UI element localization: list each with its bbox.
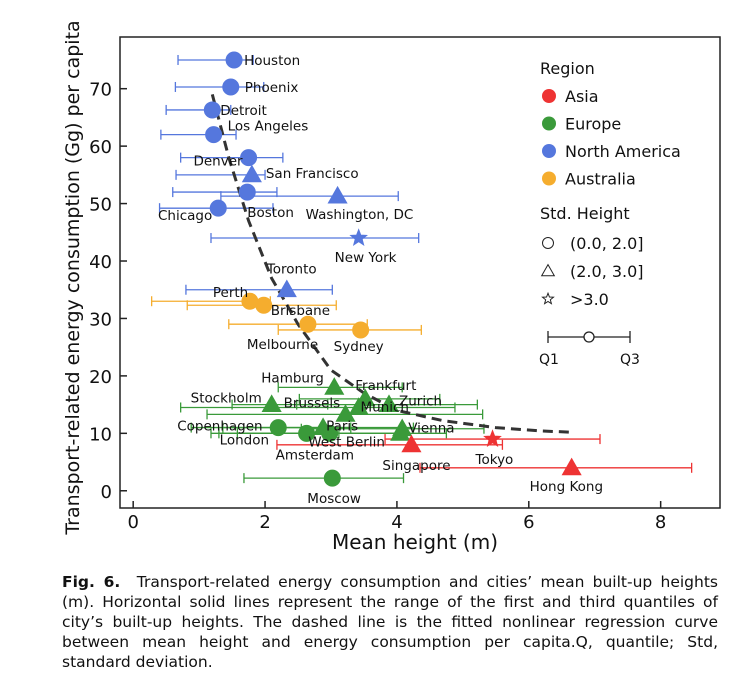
- x-tick-label: 0: [127, 512, 138, 533]
- y-tick-label: 70: [89, 80, 112, 101]
- x-tick-label: 2: [259, 512, 270, 533]
- city-label: Boston: [247, 205, 294, 221]
- legend-std-label: (2.0, 3.0]: [570, 262, 644, 281]
- city-label: Toronto: [266, 262, 317, 278]
- city-label: Brisbane: [271, 303, 330, 319]
- city-label: Singapore: [382, 458, 450, 474]
- data-point: [238, 183, 256, 201]
- city-label: San Francisco: [266, 166, 359, 182]
- legend-region-label: Europe: [565, 115, 621, 134]
- city-label: Zurich: [399, 394, 442, 410]
- legend-std-label: >3.0: [570, 290, 609, 309]
- city-label: Vienna: [408, 421, 454, 437]
- legend-region-title: Region: [540, 59, 595, 78]
- data-point: [323, 469, 341, 487]
- legend-std-label: (0.0, 2.0]: [570, 234, 644, 253]
- data-point: [327, 185, 348, 204]
- data-point: [298, 424, 316, 442]
- data-point: [225, 51, 243, 69]
- city-label: Phoenix: [245, 80, 299, 96]
- data-point: [348, 397, 369, 415]
- city-label: Amsterdam: [276, 447, 354, 463]
- x-tick-label: 6: [523, 512, 534, 533]
- city-label: Sydney: [334, 339, 384, 355]
- y-tick-label: 20: [89, 367, 112, 388]
- y-tick-label: 50: [89, 195, 112, 216]
- fit-curve: [210, 94, 572, 434]
- city-label: Melbourne: [247, 337, 318, 353]
- city-label: Munich: [360, 399, 409, 415]
- data-point: [276, 279, 297, 298]
- city-label: Chicago: [158, 208, 212, 224]
- city-label: Paris: [326, 419, 358, 435]
- y-tick-label: 10: [89, 424, 112, 445]
- data-point: [401, 434, 422, 453]
- data-point: [352, 321, 370, 339]
- legend-region-label: Australia: [565, 170, 636, 189]
- legend-swatch: [542, 144, 556, 158]
- city-label: Houston: [244, 53, 300, 69]
- city-label: Brussels: [284, 395, 341, 411]
- data-point: [240, 149, 258, 167]
- data-point: [209, 199, 227, 217]
- x-tick-label: 4: [391, 512, 402, 533]
- legend-region-label: North America: [565, 142, 681, 161]
- legend-q3-label: Q3: [620, 352, 640, 368]
- legend-std-title: Std. Height: [540, 204, 630, 223]
- city-label: Perth: [213, 285, 248, 301]
- city-label: Hong Kong: [530, 479, 603, 495]
- city-label: Tokyo: [475, 452, 514, 468]
- data-point: [205, 126, 223, 144]
- city-label: Moscow: [307, 491, 361, 507]
- city-label: London: [220, 432, 269, 448]
- legend-q1-label: Q1: [539, 352, 559, 368]
- city-label: West Berlin: [308, 434, 385, 450]
- legend-swatch: [542, 89, 556, 103]
- data-point: [321, 424, 339, 442]
- data-point: [561, 457, 582, 476]
- data-point: [241, 164, 262, 183]
- y-tick-label: 30: [89, 309, 112, 330]
- city-label: Stockholm: [191, 391, 262, 407]
- data-point: [483, 429, 502, 447]
- x-axis-label: Mean height (m): [332, 530, 498, 554]
- city-label: Copenhagen: [177, 419, 262, 435]
- data-point: [222, 78, 240, 96]
- x-tick-label: 8: [655, 512, 666, 533]
- city-label: Frankfurt: [355, 378, 416, 394]
- data-point: [261, 394, 282, 413]
- data-point: [378, 394, 400, 413]
- legend-shape: [542, 237, 554, 249]
- city-label: Hamburg: [261, 370, 324, 386]
- legend-shape: [541, 291, 555, 305]
- y-tick-label: 60: [89, 137, 112, 158]
- data-point: [299, 315, 317, 333]
- plot-frame: [119, 36, 721, 509]
- caption-label: Fig. 6.: [62, 573, 121, 591]
- city-label: New York: [335, 250, 397, 266]
- data-point: [269, 419, 287, 437]
- caption-text: Transport-related energy consumption and…: [62, 573, 718, 671]
- y-axis-label: Transport-related energy consumption (Gg…: [62, 20, 84, 535]
- scatter-chart: 0 2 4 6 8 0 10 20 30 40 50 60 70 Mean height (m) Trans…: [62, 20, 721, 554]
- city-label: Denver: [193, 154, 243, 170]
- legend-region-label: Asia: [565, 87, 599, 106]
- y-tick-label: 40: [89, 252, 112, 273]
- data-point: [255, 296, 273, 314]
- legend-shape: [540, 263, 556, 277]
- y-tick-label: 0: [101, 482, 112, 503]
- city-label: Washington, DC: [306, 207, 414, 223]
- data-point: [324, 377, 345, 395]
- data-point: [390, 423, 411, 441]
- legend-range-center: [583, 331, 595, 343]
- legend-swatch: [542, 171, 556, 186]
- city-label: Los Angeles: [228, 119, 309, 135]
- figure-caption: Fig. 6. Transport-related energy consump…: [62, 572, 718, 672]
- data-point: [349, 228, 368, 246]
- legend-swatch: [542, 116, 556, 131]
- data-point: [203, 101, 221, 119]
- data-point: [335, 404, 356, 422]
- city-label: Detroit: [220, 103, 267, 119]
